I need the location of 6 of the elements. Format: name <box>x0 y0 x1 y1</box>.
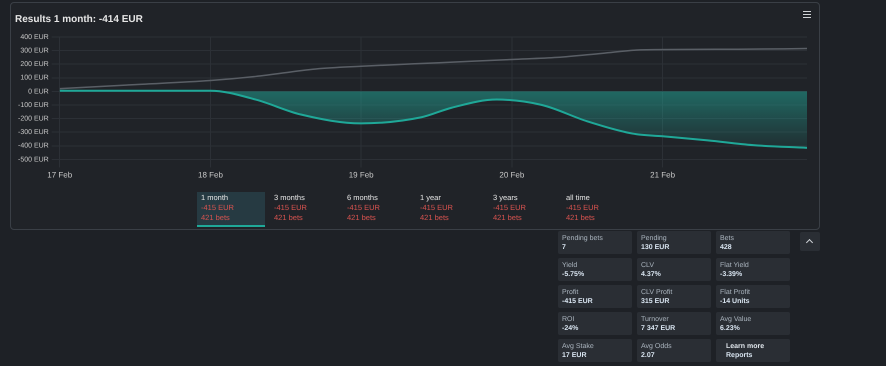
x-tick-label: 17 Feb <box>47 170 73 180</box>
x-tick-label: 20 Feb <box>499 170 525 180</box>
chart-title: Results 1 month: -414 EUR <box>15 14 144 25</box>
x-tick-label: 18 Feb <box>198 170 224 180</box>
x-tick-label: 19 Feb <box>348 170 374 180</box>
x-tick-label: 21 Feb <box>650 170 676 180</box>
